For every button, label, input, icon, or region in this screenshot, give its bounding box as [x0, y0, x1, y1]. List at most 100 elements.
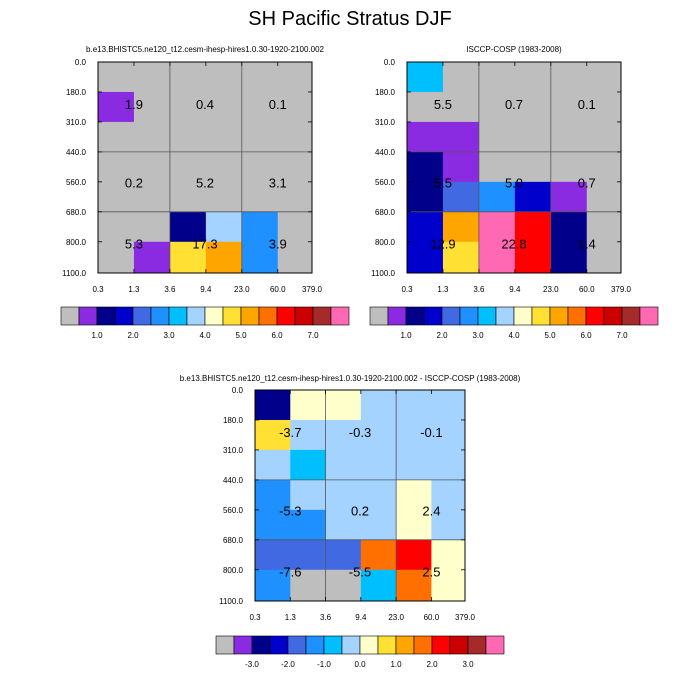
heatmap-cell	[478, 121, 516, 153]
x-tick-label: 23.0	[543, 285, 559, 294]
heatmap-cell	[478, 151, 516, 183]
y-tick-label: 800.0	[223, 566, 244, 575]
heatmap-cell	[241, 241, 279, 274]
colorbar-label: 3.0	[462, 660, 474, 669]
data-label: 5.0	[505, 175, 523, 190]
x-tick-label: 0.3	[249, 613, 261, 622]
heatmap-cell	[360, 509, 397, 541]
heatmap-cell	[478, 181, 516, 213]
heatmap-cell	[241, 91, 279, 123]
colorbar: -3.0 -2.0 -1.0 0.0 1.0 2.0 3.0	[215, 635, 505, 669]
heatmap-cell	[407, 151, 444, 183]
y-tick-label: 180.0	[66, 88, 87, 97]
data-label: 5.5	[434, 97, 452, 112]
heatmap-cell	[478, 91, 516, 123]
heatmap-cell	[514, 62, 552, 93]
heatmap-cell	[514, 241, 552, 274]
heatmap-cell	[514, 121, 552, 153]
x-tick-label: 3.6	[320, 613, 332, 622]
heatmap-cell	[478, 62, 516, 93]
colorbar-swatch	[485, 635, 505, 655]
data-label: -5.5	[349, 564, 371, 579]
heatmap-cell	[205, 241, 243, 274]
heatmap-cell	[133, 151, 171, 183]
colorbar-label: 6.0	[271, 331, 283, 340]
heatmap-cell	[241, 211, 279, 243]
heatmap-cell	[290, 449, 326, 481]
data-label: 17.3	[192, 236, 217, 251]
colorbar-swatch	[405, 306, 425, 326]
heatmap-cell	[205, 91, 243, 123]
colorbar-swatch	[132, 306, 152, 326]
heatmap-cell	[407, 211, 444, 243]
heatmap-cell	[277, 241, 313, 274]
colorbar-swatch	[431, 635, 451, 655]
heatmap-cell	[169, 181, 207, 213]
heatmap-cell	[205, 181, 243, 213]
colorbar-swatch	[549, 306, 569, 326]
heatmap-cell	[290, 390, 326, 421]
x-tick-label: 9.4	[355, 613, 367, 622]
data-label: 5.5	[434, 175, 452, 190]
heatmap-cell	[550, 121, 588, 153]
heatmap-cell	[550, 241, 588, 274]
heatmap-cell	[396, 419, 432, 451]
heatmap-cell	[277, 62, 313, 93]
panel-1: b.e13.BHISTC5.ne120_t12.cesm-ihesp-hires…	[60, 45, 350, 340]
heatmap-cell	[360, 449, 397, 481]
heatmap-cell	[325, 419, 362, 451]
x-tick-label: 379.0	[302, 285, 323, 294]
colorbar-swatch	[276, 306, 296, 326]
heatmap-cell	[169, 241, 207, 274]
colorbar-swatch	[423, 306, 443, 326]
y-tick-label: 180.0	[375, 88, 396, 97]
heatmap-cell	[325, 390, 362, 421]
heatmap-cell	[442, 91, 480, 123]
heatmap-cell	[169, 151, 207, 183]
data-label: 0.4	[196, 97, 214, 112]
y-tick-label: 1100.0	[62, 269, 86, 278]
colorbar-swatch	[387, 306, 407, 326]
heatmap-cell	[586, 211, 622, 243]
heatmap-cell	[255, 390, 291, 421]
x-tick-label: 60.0	[424, 613, 440, 622]
heatmap-cell	[241, 151, 279, 183]
heatmap-cell	[325, 569, 362, 602]
data-label: -3.7	[279, 425, 301, 440]
heatmap-cell	[442, 241, 480, 274]
panel-title: ISCCP-COSP (1983-2008)	[466, 45, 562, 54]
heatmap-cell	[442, 121, 480, 153]
colorbar-label: 6.0	[580, 331, 592, 340]
colorbar-swatch	[413, 635, 433, 655]
heatmap-cell	[133, 211, 171, 243]
heatmap-cell	[396, 449, 432, 481]
heatmap-cell	[407, 121, 444, 153]
y-tick-label: 0.0	[384, 58, 396, 67]
data-label: -0.3	[349, 425, 371, 440]
heatmap-cell	[277, 151, 313, 183]
heatmap-cell	[407, 62, 444, 93]
y-tick-label: 680.0	[66, 208, 87, 217]
colorbar-swatch	[96, 306, 116, 326]
heatmap-cell	[290, 539, 326, 571]
heatmap-cell	[133, 91, 171, 123]
heatmap-cell	[586, 62, 622, 93]
colorbar-swatch	[449, 635, 469, 655]
y-tick-label: 680.0	[375, 208, 396, 217]
colorbar-swatch	[312, 306, 332, 326]
colorbar-label: -1.0	[317, 660, 331, 669]
data-label: 0.7	[578, 175, 596, 190]
heatmap-cell	[360, 419, 397, 451]
heatmap-cell	[255, 539, 291, 571]
colorbar-swatch	[287, 635, 307, 655]
data-label: 5.3	[125, 236, 143, 251]
colorbar-swatch	[233, 635, 253, 655]
heatmap-cell	[586, 91, 622, 123]
y-tick-label: 440.0	[66, 148, 87, 157]
colorbar-label: 1.0	[91, 331, 103, 340]
colorbar-swatch	[150, 306, 170, 326]
colorbar-swatch	[305, 635, 325, 655]
x-tick-label: 23.0	[388, 613, 404, 622]
colorbar-label: 2.0	[127, 331, 139, 340]
heatmap-cell	[514, 211, 552, 243]
